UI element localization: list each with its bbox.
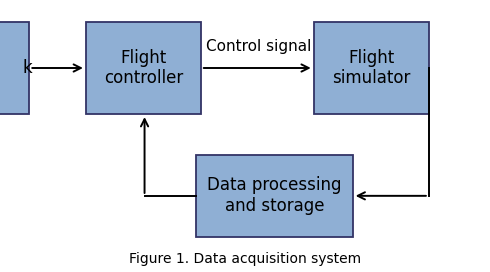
Text: k: k	[22, 59, 32, 77]
Bar	[196, 155, 353, 237]
Text: Flight
controller: Flight controller	[104, 49, 183, 87]
Text: Control signal: Control signal	[205, 39, 311, 54]
Text: Flight
simulator: Flight simulator	[332, 49, 410, 87]
Text: Figure 1. Data acquisition system: Figure 1. Data acquisition system	[129, 252, 361, 266]
Bar	[314, 22, 429, 114]
Text: Data processing
and storage: Data processing and storage	[207, 177, 342, 215]
Bar	[0, 22, 29, 114]
Bar	[86, 22, 201, 114]
